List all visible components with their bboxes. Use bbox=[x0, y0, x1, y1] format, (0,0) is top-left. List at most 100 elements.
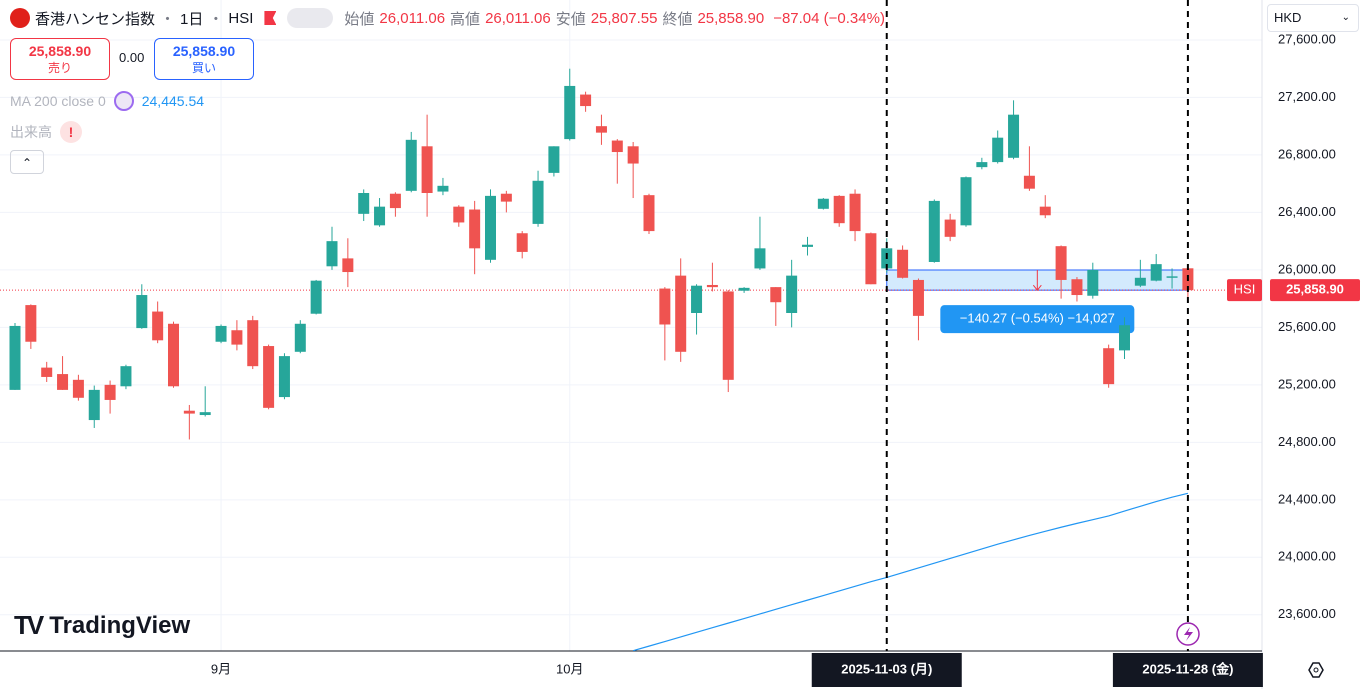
candle-body bbox=[104, 384, 116, 400]
candle-body bbox=[659, 288, 671, 325]
low-label: 安値 bbox=[555, 10, 586, 28]
candle-body bbox=[960, 177, 972, 226]
candle-body bbox=[247, 320, 259, 367]
candle-body bbox=[706, 284, 718, 288]
candle-body bbox=[754, 248, 766, 269]
candle-body bbox=[833, 195, 845, 224]
logo[interactable]: TV TradingView bbox=[14, 610, 190, 641]
dropdown-arrow: ⌄ bbox=[1341, 12, 1350, 23]
candle-body bbox=[770, 287, 782, 303]
symbol-logo bbox=[10, 8, 30, 28]
candle-body bbox=[88, 389, 100, 421]
candle-body bbox=[263, 346, 275, 408]
ma-line bbox=[632, 492, 1189, 651]
range-label-box bbox=[811, 653, 962, 687]
y-tick-label: 26,000.00 bbox=[1278, 261, 1336, 276]
symbol-tag-box bbox=[1227, 279, 1262, 302]
ma-label[interactable]: MA 200 close 0 bbox=[10, 93, 106, 109]
candle-body bbox=[358, 193, 370, 214]
measure-arrow bbox=[1032, 270, 1042, 291]
status-pill[interactable] bbox=[287, 8, 334, 28]
spread: 0.00 bbox=[119, 50, 145, 65]
symbol-tag: HSI bbox=[1234, 282, 1256, 297]
logo-mark: TV bbox=[14, 610, 44, 640]
candle-body bbox=[9, 325, 21, 390]
volume-label[interactable]: 出来高 bbox=[10, 124, 52, 140]
price-tag-box bbox=[1270, 279, 1360, 302]
candle-body bbox=[1134, 277, 1146, 286]
buy-price: 25,858.90 bbox=[172, 43, 236, 59]
candle-body bbox=[278, 356, 290, 398]
y-tick-label: 26,400.00 bbox=[1278, 204, 1336, 219]
collapse-button[interactable]: ⌃ bbox=[10, 150, 44, 174]
plot bbox=[9, 68, 1194, 651]
header: 香港ハンセン指数 ・ 1日 ・ HSI 始値 26,011.06 高値 26,011… bbox=[10, 6, 885, 30]
flag[interactable] bbox=[264, 11, 277, 25]
symbol[interactable]: HSI bbox=[228, 9, 254, 27]
warning-badge[interactable]: ! bbox=[60, 121, 82, 143]
alert-bolt bbox=[1184, 627, 1193, 641]
candle-body bbox=[500, 193, 512, 202]
candle-body bbox=[120, 366, 132, 387]
candle-body bbox=[72, 379, 84, 398]
range-label: 2025-11-28 (金) bbox=[1142, 661, 1233, 676]
candle-body bbox=[168, 323, 179, 387]
separator: ・ bbox=[208, 10, 224, 28]
sell-price: 25,858.90 bbox=[28, 43, 92, 59]
candle-body bbox=[722, 291, 734, 380]
candle-body bbox=[1055, 246, 1067, 280]
y-tick-label: 27,200.00 bbox=[1278, 89, 1336, 104]
y-tick-label: 27,600.00 bbox=[1278, 31, 1336, 46]
currency-select[interactable]: HKD ⌄ bbox=[1267, 4, 1359, 32]
y-tick-label: 24,400.00 bbox=[1278, 491, 1336, 506]
candle-body bbox=[928, 200, 940, 262]
candle-body bbox=[1119, 325, 1130, 351]
candle-body bbox=[516, 233, 528, 252]
symbol-title[interactable]: 香港ハンセン指数 bbox=[35, 10, 156, 28]
candle-body bbox=[976, 162, 988, 168]
low-value: 25,807.55 bbox=[590, 9, 658, 27]
candle-body bbox=[453, 206, 465, 223]
y-tick-label: 23,600.00 bbox=[1278, 606, 1336, 621]
candle-body bbox=[849, 193, 861, 232]
candle-body bbox=[786, 275, 798, 313]
high-label: 高値 bbox=[450, 10, 481, 28]
candle-body bbox=[1071, 279, 1083, 296]
candle-body bbox=[1166, 276, 1178, 278]
candle-body bbox=[405, 139, 417, 191]
candle-body bbox=[136, 295, 148, 329]
candle-body bbox=[595, 126, 607, 133]
y-tick-label: 24,800.00 bbox=[1278, 434, 1336, 449]
candle-body bbox=[326, 241, 338, 267]
volume-legend: 出来高 ! bbox=[10, 121, 82, 143]
change: −87.04 (−0.34%) bbox=[773, 9, 885, 27]
candle-body bbox=[421, 146, 433, 194]
buy-button[interactable]: 25,858.90 買い bbox=[154, 38, 254, 80]
candle-body bbox=[548, 146, 560, 173]
candle-body bbox=[41, 367, 53, 377]
currency: HKD bbox=[1274, 10, 1302, 25]
open-value: 26,011.06 bbox=[379, 9, 446, 27]
range-label: 2025-11-03 (月) bbox=[841, 661, 932, 676]
y-tick-label: 25,200.00 bbox=[1278, 376, 1336, 391]
candle-body bbox=[564, 85, 576, 140]
ma-legend: MA 200 close 0 24,445.54 bbox=[10, 91, 204, 111]
high-value: 26,011.06 bbox=[485, 9, 551, 27]
candle-body bbox=[294, 323, 306, 352]
settings-dot bbox=[1313, 667, 1319, 673]
sell-button[interactable]: 25,858.90 売り bbox=[10, 38, 110, 80]
candle-body bbox=[374, 206, 386, 226]
candle-body bbox=[912, 279, 924, 316]
candle-body bbox=[469, 209, 481, 249]
candle-body bbox=[25, 305, 37, 342]
settings-icon[interactable] bbox=[1308, 662, 1324, 678]
candle-body bbox=[675, 275, 687, 352]
buy-label: 買い bbox=[191, 61, 216, 75]
candle-body bbox=[199, 412, 211, 416]
candle-body bbox=[231, 330, 243, 345]
x-tick-label: 9月 bbox=[211, 661, 231, 676]
y-tick-label: 26,800.00 bbox=[1278, 146, 1336, 161]
interval[interactable]: 1日 bbox=[180, 10, 204, 28]
